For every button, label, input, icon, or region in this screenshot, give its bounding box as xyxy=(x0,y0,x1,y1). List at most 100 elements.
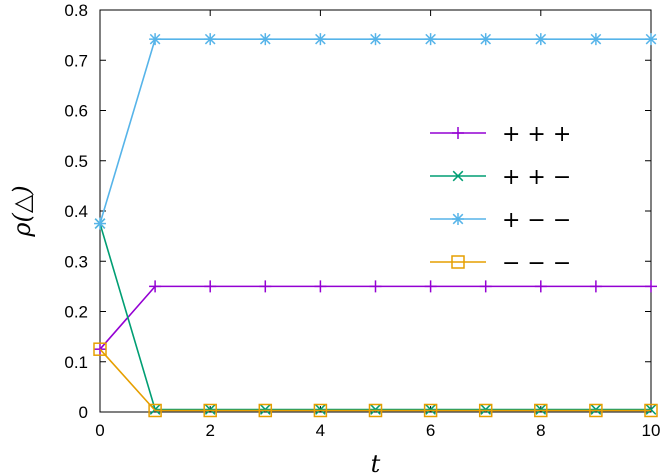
data-point-series-3 xyxy=(589,403,603,418)
y-tick-label: 0.1 xyxy=(64,353,88,372)
data-point-series-2 xyxy=(204,33,217,46)
y-tick-label: 0.5 xyxy=(64,152,88,171)
data-point-series-3-part xyxy=(258,403,273,418)
legend-label-3: − − − xyxy=(502,251,571,276)
data-point-series-3 xyxy=(368,403,383,418)
data-point-series-0 xyxy=(149,280,162,293)
data-point-series-3 xyxy=(644,403,658,418)
data-point-series-1 xyxy=(645,404,657,415)
y-axis-label: ρ(△) xyxy=(8,185,36,237)
data-point-series-2 xyxy=(424,33,437,46)
data-point-series-1-part xyxy=(645,404,657,415)
data-point-series-1-part xyxy=(535,404,547,415)
legend-marker-3-part xyxy=(451,255,465,269)
data-point-series-3-part xyxy=(478,403,493,418)
data-point-series-2-part xyxy=(315,33,326,45)
data-point-series-3 xyxy=(478,403,493,418)
legend-label-1: + + − xyxy=(502,165,571,190)
data-point-series-1 xyxy=(259,404,271,415)
data-point-series-2-part xyxy=(425,33,436,45)
data-point-series-2-part xyxy=(370,33,381,45)
data-point-series-2-part xyxy=(590,33,602,45)
data-point-series-2-part xyxy=(480,33,492,45)
y-tick-label: 0.6 xyxy=(64,102,88,121)
y-tick-label: 0.7 xyxy=(64,51,88,70)
data-point-series-3-part xyxy=(93,342,107,356)
x-tick-label: 10 xyxy=(642,421,661,440)
data-point-series-3 xyxy=(313,403,328,418)
legend-marker-1 xyxy=(452,170,464,182)
data-point-series-0 xyxy=(424,280,437,293)
data-point-series-1 xyxy=(590,404,602,415)
data-point-series-2 xyxy=(259,33,272,46)
data-point-series-3 xyxy=(258,403,273,418)
data-point-series-3-part xyxy=(148,403,162,418)
x-tick-label: 6 xyxy=(426,421,435,440)
x-tick-label: 0 xyxy=(95,421,104,440)
data-point-series-3 xyxy=(148,403,162,418)
data-point-series-2 xyxy=(589,33,602,46)
data-point-series-1 xyxy=(425,404,436,415)
data-point-series-2 xyxy=(314,33,327,46)
data-point-series-0 xyxy=(534,280,547,293)
y-tick-label: 0 xyxy=(79,403,88,422)
data-point-series-2 xyxy=(479,33,492,46)
data-point-series-2 xyxy=(645,33,657,46)
series-line-0 xyxy=(99,285,651,350)
data-point-series-2 xyxy=(534,33,547,46)
data-point-series-0 xyxy=(314,280,327,293)
data-point-series-1-part xyxy=(315,404,326,415)
data-point-series-2-part xyxy=(94,218,106,229)
data-point-series-2 xyxy=(149,33,162,46)
data-point-series-0 xyxy=(204,280,217,293)
data-point-series-2-part xyxy=(149,33,161,45)
data-point-series-3 xyxy=(423,403,438,418)
legend-marker-3 xyxy=(451,255,465,269)
data-point-series-1 xyxy=(204,404,216,415)
legend-marker-0 xyxy=(452,127,464,139)
data-point-series-2-part xyxy=(204,33,216,45)
series-line-3 xyxy=(99,348,651,412)
data-point-series-1-part xyxy=(590,404,602,415)
data-point-series-2 xyxy=(94,217,106,230)
data-point-series-1-part xyxy=(370,404,381,415)
data-point-series-0 xyxy=(645,280,657,293)
data-point-series-0 xyxy=(369,280,382,293)
data-point-series-2 xyxy=(369,33,382,46)
y-tick-label: 0.8 xyxy=(64,1,88,20)
data-point-series-2-part xyxy=(535,33,547,45)
legend-marker-1-part xyxy=(452,170,464,182)
data-point-series-3 xyxy=(93,342,107,356)
y-tick-label: 0.2 xyxy=(64,303,88,322)
data-point-series-1-part xyxy=(480,404,492,415)
data-point-series-1-part xyxy=(425,404,436,415)
data-point-series-3-part xyxy=(423,403,438,418)
x-tick-label: 8 xyxy=(536,421,545,440)
data-point-series-1-part xyxy=(204,404,216,415)
data-point-series-1 xyxy=(370,404,381,415)
legend-marker-2 xyxy=(452,213,464,225)
data-point-series-3-part xyxy=(313,403,328,418)
y-tick-label: 0.3 xyxy=(64,252,88,271)
data-point-series-2-part xyxy=(259,33,271,45)
data-point-series-3-part xyxy=(534,403,548,418)
data-point-series-2-part xyxy=(645,33,657,45)
x-tick-label: 4 xyxy=(316,421,325,440)
data-point-series-3 xyxy=(203,403,217,418)
data-point-series-0 xyxy=(589,280,602,293)
data-point-series-3-part xyxy=(589,403,603,418)
data-point-series-0 xyxy=(259,280,272,293)
legend-label-0: + + + xyxy=(502,122,571,147)
data-point-series-3 xyxy=(534,403,548,418)
data-point-series-1-part xyxy=(259,404,271,415)
x-tick-label: 2 xyxy=(205,421,214,440)
y-tick-label: 0.4 xyxy=(64,202,88,221)
legend-marker-2-part xyxy=(452,213,464,225)
data-point-series-1 xyxy=(315,404,326,415)
data-point-series-3-part xyxy=(203,403,217,418)
legend-label-2: + − − xyxy=(502,208,571,233)
x-axis-label: t xyxy=(371,450,381,475)
data-point-series-3-part xyxy=(368,403,383,418)
data-point-series-3-part xyxy=(644,403,658,418)
